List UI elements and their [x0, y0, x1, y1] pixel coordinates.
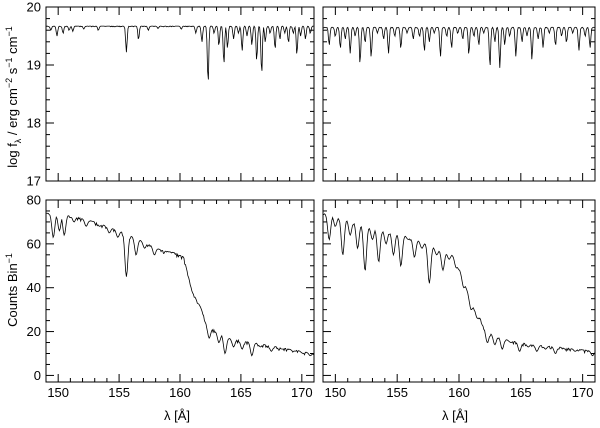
x-tick-label: 165 — [230, 385, 252, 400]
axes-frame — [323, 200, 595, 382]
bottom-right-xlabel: λ [Å] — [442, 408, 468, 423]
top-ylabel: log fλ / erg cm−2 s−1 cm−1 — [4, 26, 23, 168]
x-tick-label: 170 — [291, 385, 313, 400]
x-tick-label: 155 — [108, 385, 130, 400]
y-tick-label: 0 — [34, 368, 41, 383]
panel-bottom-right: 150 155 160 165 170 — [323, 200, 595, 400]
panel-top-left: 17 18 19 20 — [27, 0, 314, 189]
bottom-ylabel: Counts Bin−1 — [4, 253, 20, 327]
y-tick-label: 18 — [27, 116, 41, 131]
y-tick-label: 80 — [27, 193, 41, 208]
axes-frame — [46, 200, 314, 382]
x-tick-label: 150 — [325, 385, 347, 400]
y-tick-label: 19 — [27, 58, 41, 73]
spectrum-line — [46, 26, 314, 79]
spectrum-line — [323, 214, 595, 356]
y-tick-label: 17 — [27, 174, 41, 189]
x-tick-label: 150 — [47, 385, 69, 400]
panel-bottom-left: 0 20 40 60 80 150 155 160 165 170 — [27, 193, 314, 401]
x-tick-label: 155 — [386, 385, 408, 400]
x-tick-label: 165 — [510, 385, 532, 400]
x-tick-label: 160 — [448, 385, 470, 400]
spectrum-line — [323, 27, 595, 68]
y-tick-label: 60 — [27, 236, 41, 251]
y-tick-label: 40 — [27, 280, 41, 295]
x-tick-label: 170 — [572, 385, 594, 400]
spectrum-line — [46, 213, 314, 356]
x-tick-label: 160 — [169, 385, 191, 400]
y-tick-label: 20 — [27, 324, 41, 339]
panel-top-right — [323, 7, 595, 181]
bottom-left-xlabel: λ [Å] — [164, 408, 190, 423]
y-tick-label: 20 — [27, 0, 41, 15]
